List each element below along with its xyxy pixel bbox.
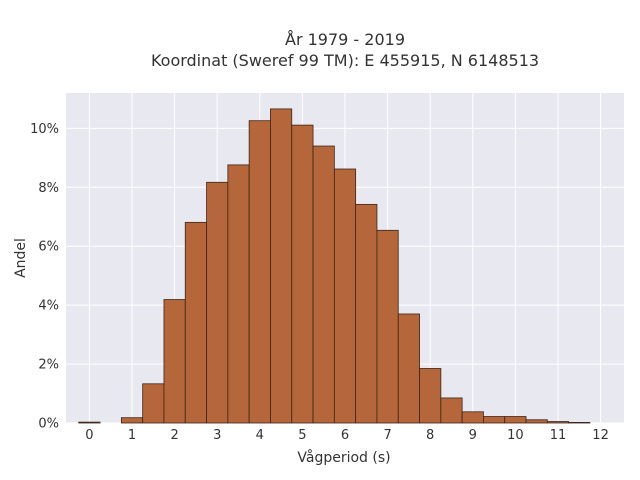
histogram-bar [142,383,165,424]
x-gridlines [88,93,602,423]
histogram-bar [163,299,186,424]
x-tick-label: 5 [298,428,306,443]
histogram-bar [504,416,527,424]
histogram-bar [546,421,570,424]
y-tick-label: 10% [30,122,59,137]
x-tick-label: 9 [469,428,477,443]
x-tick-label: 0 [85,428,93,443]
histogram-bar [78,421,101,424]
histogram-bar [525,419,548,424]
x-tick-label: 10 [507,428,524,443]
histogram-bar [461,411,484,424]
histogram-bar [483,416,506,424]
y-axis-label: Andel [13,238,29,278]
histogram-bar [270,108,293,424]
histogram-bar [291,124,314,424]
x-tick-label: 6 [341,428,349,443]
histogram-bar [397,313,420,424]
histogram-bar [227,164,250,424]
x-tick-label: 7 [383,428,391,443]
histogram-bars [78,108,591,424]
chart-subtitle: Koordinat (Sweref 99 TM): E 455915, N 61… [151,51,539,70]
y-tick-label: 2% [38,358,59,373]
histogram-bar [419,368,442,424]
x-tick-label: 4 [256,428,264,443]
x-tick-label: 8 [426,428,434,443]
y-tick-labels: 0% 2% 4% 6% 8% 10% [30,122,59,432]
histogram-bar [376,229,399,424]
y-tick-label: 0% [38,417,59,432]
y-tick-label: 8% [38,181,59,196]
histogram-bar [440,397,463,424]
histogram-bar [120,417,144,424]
histogram-bar [206,181,229,424]
x-tick-label: 11 [550,428,567,443]
x-tick-labels: 0 1 2 3 4 5 6 7 8 9 10 11 12 [85,428,609,443]
histogram-bar [568,422,591,424]
histogram-bar [355,203,378,424]
chart-title: År 1979 - 2019 [285,30,405,49]
x-axis-label: Vågperiod (s) [297,449,390,466]
y-tick-label: 6% [38,240,59,255]
x-tick-label: 1 [128,428,136,443]
x-tick-label: 3 [213,428,221,443]
histogram-bar [184,221,207,424]
x-tick-label: 2 [170,428,178,443]
histogram-bar [333,168,357,424]
histogram-bar [312,145,335,424]
x-tick-label: 12 [592,428,609,443]
histogram-bar [248,120,271,424]
y-tick-label: 4% [38,299,59,314]
